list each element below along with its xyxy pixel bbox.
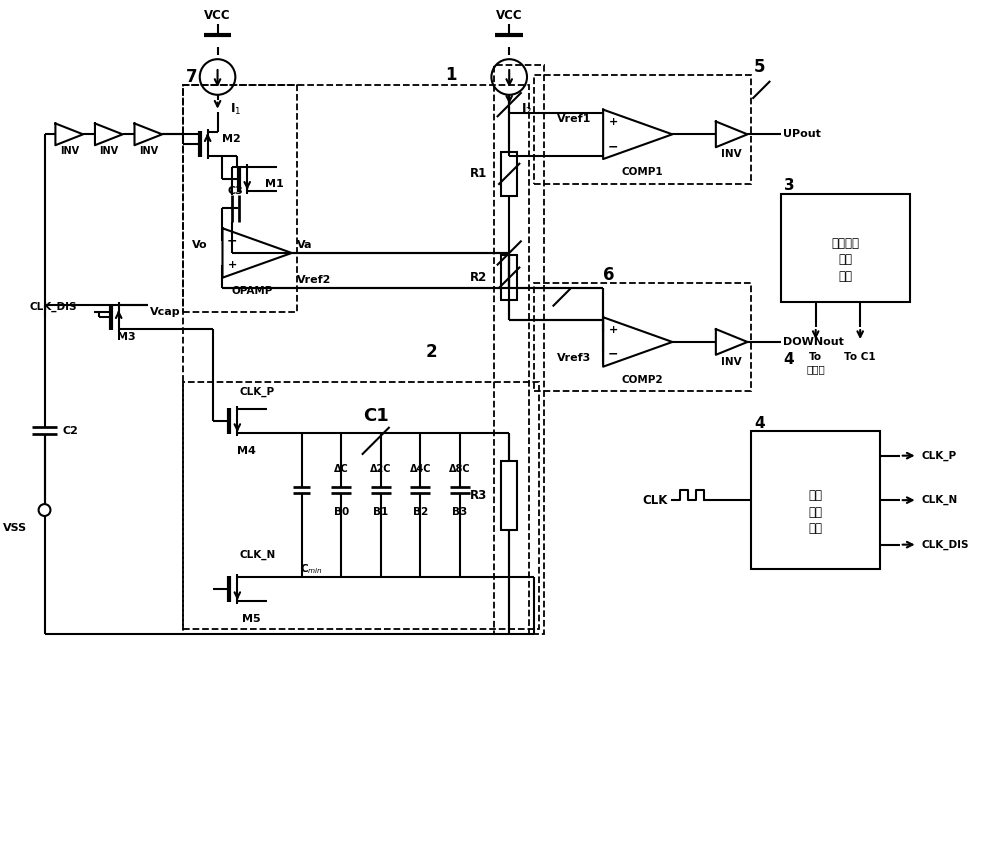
Text: CLK_DIS: CLK_DIS bbox=[30, 302, 77, 312]
Text: 2: 2 bbox=[425, 343, 437, 361]
Text: −: − bbox=[608, 140, 618, 153]
Text: C$_{min}$: C$_{min}$ bbox=[300, 563, 323, 576]
Text: INV: INV bbox=[139, 146, 158, 156]
Text: I$_1$: I$_1$ bbox=[230, 102, 241, 117]
Text: VSS: VSS bbox=[3, 523, 27, 533]
Text: 电路: 电路 bbox=[809, 523, 823, 535]
Text: 6: 6 bbox=[603, 266, 615, 283]
Text: 产生: 产生 bbox=[838, 254, 852, 266]
Text: M1: M1 bbox=[265, 179, 284, 189]
Text: VCC: VCC bbox=[496, 9, 523, 22]
Text: CLK_DIS: CLK_DIS bbox=[921, 540, 969, 550]
Text: DOWNout: DOWNout bbox=[783, 337, 844, 347]
Text: CLK_N: CLK_N bbox=[239, 550, 276, 560]
Text: CLK_P: CLK_P bbox=[921, 450, 957, 460]
Text: B2: B2 bbox=[413, 507, 428, 517]
Text: To: To bbox=[809, 351, 822, 362]
Text: M2: M2 bbox=[222, 134, 241, 145]
Text: −: − bbox=[608, 348, 618, 361]
Text: INV: INV bbox=[60, 146, 79, 156]
Text: Vo: Vo bbox=[192, 240, 208, 250]
Text: CLK: CLK bbox=[642, 494, 667, 506]
Text: CLK_P: CLK_P bbox=[239, 386, 274, 397]
Text: 产生: 产生 bbox=[809, 505, 823, 518]
Bar bbox=[183, 381, 539, 629]
Bar bbox=[501, 151, 517, 196]
Text: OPAMP: OPAMP bbox=[231, 286, 273, 295]
Bar bbox=[183, 85, 529, 634]
Text: Vcap: Vcap bbox=[150, 307, 181, 317]
Text: VCC: VCC bbox=[204, 9, 231, 22]
Text: Va: Va bbox=[297, 240, 312, 250]
Text: 1: 1 bbox=[445, 66, 456, 84]
Text: INV: INV bbox=[99, 146, 118, 156]
Text: +: + bbox=[228, 260, 237, 271]
Bar bbox=[494, 66, 544, 634]
Text: 4: 4 bbox=[754, 415, 765, 431]
Bar bbox=[501, 255, 517, 300]
Text: UPout: UPout bbox=[783, 129, 821, 140]
Text: 7: 7 bbox=[186, 68, 198, 86]
Text: Δ8C: Δ8C bbox=[449, 464, 471, 473]
Bar bbox=[781, 194, 910, 302]
Text: B0: B0 bbox=[334, 507, 349, 517]
Bar bbox=[751, 431, 880, 569]
Text: Vref2: Vref2 bbox=[297, 275, 331, 285]
Text: C3: C3 bbox=[227, 186, 243, 196]
Text: B3: B3 bbox=[452, 507, 467, 517]
Text: R3: R3 bbox=[470, 488, 487, 502]
Text: 数字逻辑: 数字逻辑 bbox=[831, 237, 859, 249]
Text: 时钟: 时钟 bbox=[809, 488, 823, 502]
Text: 电路: 电路 bbox=[838, 271, 852, 283]
Text: COMP2: COMP2 bbox=[622, 374, 663, 385]
Text: C2: C2 bbox=[62, 426, 78, 436]
Text: ΔC: ΔC bbox=[334, 464, 349, 473]
Text: M3: M3 bbox=[117, 332, 135, 342]
Text: C1: C1 bbox=[363, 407, 389, 426]
Text: COMP1: COMP1 bbox=[622, 167, 663, 177]
Text: 5: 5 bbox=[753, 58, 765, 76]
Text: INV: INV bbox=[721, 149, 742, 159]
Text: CLK_N: CLK_N bbox=[921, 495, 958, 505]
Bar bbox=[534, 75, 751, 184]
Text: +: + bbox=[608, 117, 618, 127]
Text: Vref3: Vref3 bbox=[557, 353, 591, 363]
Text: B1: B1 bbox=[373, 507, 388, 517]
Bar bbox=[183, 85, 297, 312]
Text: To C1: To C1 bbox=[844, 351, 876, 362]
Text: 3: 3 bbox=[784, 178, 795, 193]
Text: Δ2C: Δ2C bbox=[370, 464, 391, 473]
Text: 滤波器: 滤波器 bbox=[806, 364, 825, 374]
Text: Δ4C: Δ4C bbox=[409, 464, 431, 473]
Text: R2: R2 bbox=[470, 271, 487, 284]
Text: −: − bbox=[227, 234, 238, 247]
Bar bbox=[501, 460, 517, 530]
Text: Vref1: Vref1 bbox=[557, 113, 591, 123]
Bar bbox=[534, 283, 751, 391]
Text: M5: M5 bbox=[242, 614, 261, 624]
Text: M4: M4 bbox=[237, 446, 256, 456]
Text: 4: 4 bbox=[783, 352, 794, 368]
Text: I$_2$: I$_2$ bbox=[521, 102, 533, 117]
Text: R1: R1 bbox=[470, 168, 487, 180]
Text: INV: INV bbox=[721, 357, 742, 367]
Text: +: + bbox=[608, 324, 618, 334]
